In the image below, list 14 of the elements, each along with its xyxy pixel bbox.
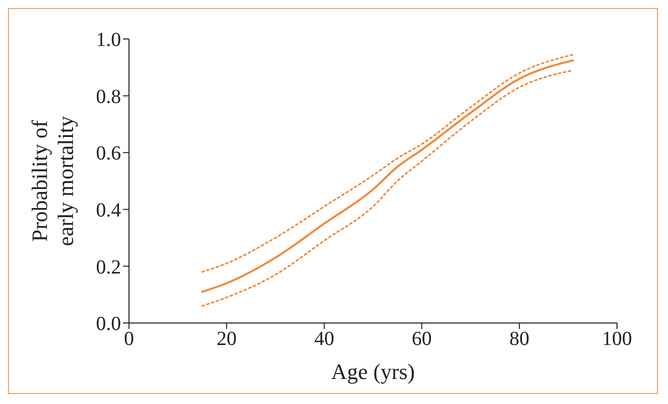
x-tick-label: 40 [314, 328, 334, 350]
x-tick-label: 60 [412, 328, 432, 350]
x-axis-title: Age (yrs) [331, 359, 415, 384]
x-tick-label: 100 [602, 328, 632, 350]
y-tick-label: 0.0 [96, 313, 121, 336]
x-tick-label: 20 [216, 328, 237, 350]
y-tick-label: 0.4 [96, 200, 121, 222]
y-tick-label: 0.8 [96, 86, 121, 108]
y-tick-label: 1.0 [96, 29, 121, 52]
x-tick-label: 80 [509, 328, 530, 350]
x-tick-label: 0 [124, 328, 134, 350]
y-tick-label: 0.6 [96, 142, 121, 165]
y-axis-title: Probability of early mortality [27, 116, 78, 246]
y-tick-label: 0.2 [96, 256, 121, 278]
